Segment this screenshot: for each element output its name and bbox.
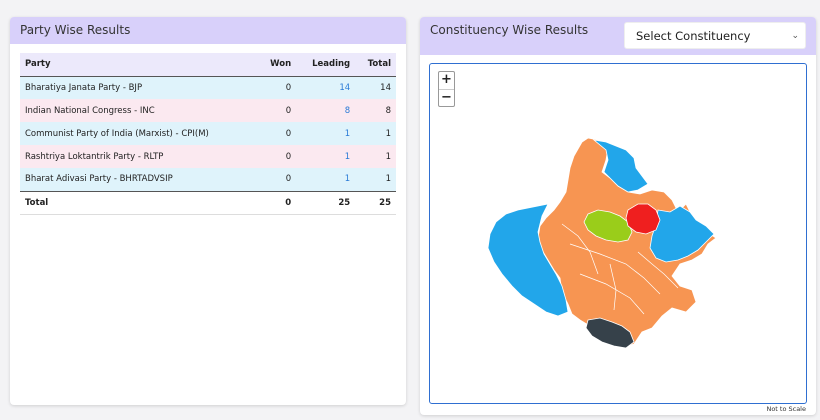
col-leading: Leading bbox=[296, 53, 356, 77]
rajasthan-map[interactable] bbox=[430, 64, 805, 402]
party-name: Rashtriya Loktantrik Party - RLTP bbox=[20, 145, 259, 168]
total-count: 8 bbox=[355, 99, 396, 122]
constituency-results-panel: Constituency Wise Results Select Constit… bbox=[420, 17, 816, 415]
leading-link[interactable]: 1 bbox=[296, 168, 356, 191]
total-count: 1 bbox=[355, 168, 396, 191]
party-name: Bharatiya Janata Party - BJP bbox=[20, 76, 259, 99]
col-total: Total bbox=[355, 53, 396, 77]
map-region-rltp[interactable] bbox=[583, 209, 633, 243]
leading-link[interactable]: 8 bbox=[296, 99, 356, 122]
total-leading: 25 bbox=[296, 190, 356, 215]
constituency-select[interactable]: Select Constituency ⌄ bbox=[624, 22, 806, 49]
map-region-bap[interactable] bbox=[585, 317, 635, 349]
table-row: Communist Party of India (Marxist) - CPI… bbox=[20, 122, 396, 145]
zoom-out-button[interactable]: − bbox=[439, 89, 454, 106]
total-won: 0 bbox=[258, 190, 297, 215]
won-count: 0 bbox=[258, 168, 297, 191]
leading-link[interactable]: 14 bbox=[296, 76, 356, 99]
table-row: Rashtriya Loktantrik Party - RLTP 0 1 1 bbox=[20, 145, 396, 168]
table-row: Bharatiya Janata Party - BJP 0 14 14 bbox=[20, 76, 396, 99]
won-count: 0 bbox=[258, 122, 297, 145]
party-results-title: Party Wise Results bbox=[20, 23, 131, 37]
table-header-row: Party Won Leading Total bbox=[20, 53, 396, 77]
party-name: Indian National Congress - INC bbox=[20, 99, 259, 122]
map-zoom-controls: + − bbox=[438, 71, 455, 107]
constituency-boundaries bbox=[561, 223, 679, 315]
party-name: Communist Party of India (Marxist) - CPI… bbox=[20, 122, 259, 145]
total-count: 1 bbox=[355, 122, 396, 145]
party-results-panel: Party Wise Results Party Won Leading Tot… bbox=[10, 17, 406, 405]
party-results-header: Party Wise Results bbox=[10, 17, 406, 44]
col-won: Won bbox=[258, 53, 297, 77]
map-region-inc-west[interactable] bbox=[487, 203, 569, 317]
total-label: Total bbox=[20, 190, 259, 215]
chevron-down-icon: ⌄ bbox=[791, 31, 799, 41]
col-party: Party bbox=[20, 53, 259, 77]
table-row: Indian National Congress - INC 0 8 8 bbox=[20, 99, 396, 122]
constituency-map[interactable]: + − bbox=[429, 63, 807, 404]
map-region-inc-north[interactable] bbox=[592, 139, 649, 193]
zoom-in-button[interactable]: + bbox=[441, 72, 452, 87]
map-region-cpim[interactable] bbox=[625, 203, 661, 235]
party-name: Bharat Adivasi Party - BHRTADVSIP bbox=[20, 168, 259, 191]
scale-note: Not to Scale bbox=[766, 405, 806, 413]
map-region-inc-east[interactable] bbox=[649, 205, 715, 263]
constituency-select-value: Select Constituency bbox=[636, 29, 751, 43]
leading-link[interactable]: 1 bbox=[296, 122, 356, 145]
won-count: 0 bbox=[258, 145, 297, 168]
won-count: 0 bbox=[258, 76, 297, 99]
total-count: 1 bbox=[355, 145, 396, 168]
won-count: 0 bbox=[258, 99, 297, 122]
party-results-table: Party Won Leading Total Bharatiya Janata… bbox=[20, 53, 396, 215]
leading-link[interactable]: 1 bbox=[296, 145, 356, 168]
total-total: 25 bbox=[355, 190, 396, 215]
table-row: Bharat Adivasi Party - BHRTADVSIP 0 1 1 bbox=[20, 168, 396, 191]
constituency-results-title: Constituency Wise Results bbox=[430, 23, 589, 37]
total-row: Total 0 25 25 bbox=[20, 190, 396, 215]
total-count: 14 bbox=[355, 76, 396, 99]
